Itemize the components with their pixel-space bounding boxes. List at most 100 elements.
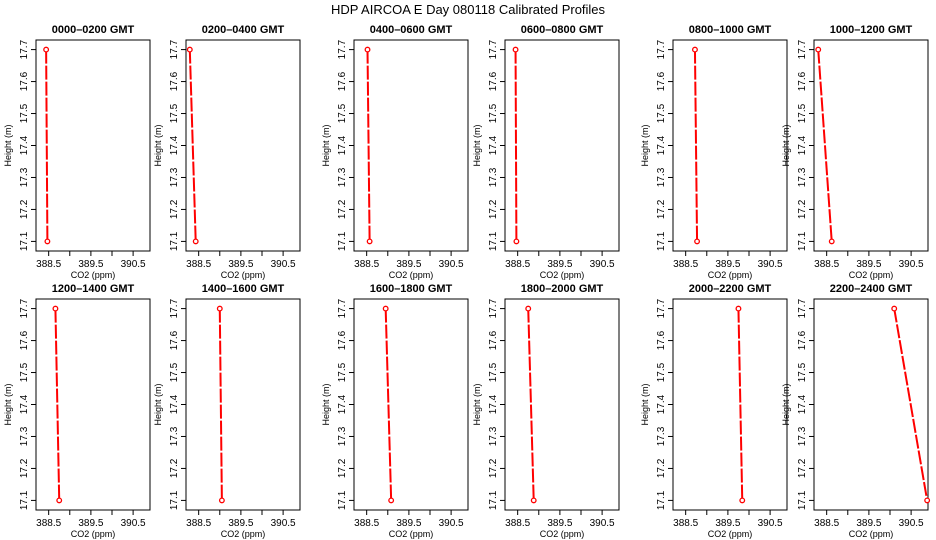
y-tick-label: 17.7	[488, 298, 499, 318]
profile-line	[45, 49, 49, 242]
y-tick-label: 17.6	[488, 71, 499, 91]
data-point	[364, 46, 371, 53]
y-tick-label: 17.6	[19, 71, 30, 91]
panel-title: 1200–1400 GMT	[52, 283, 135, 295]
x-tick-label: 388.5	[186, 518, 211, 529]
y-tick-label: 17.5	[797, 103, 808, 123]
y-axis-label: Height (m)	[640, 383, 650, 425]
y-tick-label: 17.1	[488, 490, 499, 510]
x-tick-label: 389.5	[547, 518, 572, 529]
data-point	[530, 497, 537, 504]
y-tick-label: 17.2	[488, 458, 499, 478]
y-axis-label: Height (m)	[153, 124, 163, 166]
y-tick-label: 17.5	[19, 362, 30, 382]
x-tick-label: 390.5	[439, 518, 464, 529]
y-tick-label: 17.2	[488, 199, 499, 219]
y-tick-label: 17.1	[797, 231, 808, 251]
panel-title: 2200–2400 GMT	[830, 283, 913, 295]
data-point	[828, 238, 835, 245]
x-tick-label: 388.5	[186, 259, 211, 270]
data-point	[388, 497, 395, 504]
panel-3: 0400–0600 GMT 388.5 389.5 390.5 17.1 17.2 17.3…	[321, 24, 469, 280]
x-tick-label: 389.5	[715, 259, 740, 270]
x-tick-label: 388.5	[505, 518, 530, 529]
y-tick-label: 17.2	[797, 199, 808, 219]
y-tick-label: 17.2	[19, 458, 30, 478]
y-tick-label: 17.6	[656, 71, 667, 91]
profile-line	[384, 308, 393, 501]
y-tick-label: 17.5	[337, 362, 348, 382]
x-tick-label: 390.5	[590, 518, 615, 529]
data-point	[692, 46, 698, 53]
x-tick-label: 388.5	[36, 259, 61, 270]
y-tick-label: 17.6	[19, 330, 30, 350]
y-tick-label: 17.7	[19, 298, 30, 318]
data-point	[924, 497, 931, 504]
x-axis-label: CO2 (ppm)	[849, 270, 894, 280]
y-tick-label: 17.3	[19, 167, 30, 187]
y-tick-label: 17.1	[337, 231, 348, 251]
y-tick-label: 17.7	[337, 39, 348, 59]
y-tick-label: 17.6	[488, 330, 499, 350]
y-tick-label: 17.3	[19, 426, 30, 446]
data-point	[382, 305, 389, 312]
panel-title: 0000–0200 GMT	[52, 24, 135, 36]
x-tick-label: 390.5	[758, 518, 783, 529]
y-tick-label: 17.1	[169, 231, 180, 251]
x-tick-label: 388.5	[814, 259, 839, 270]
x-tick-label: 390.5	[758, 259, 783, 270]
data-point	[44, 238, 51, 245]
y-tick-label: 17.2	[656, 199, 667, 219]
data-point	[218, 497, 225, 504]
x-tick-label: 390.5	[271, 259, 296, 270]
x-tick-label: 389.5	[856, 518, 881, 529]
plot-frame	[672, 298, 788, 511]
y-axis-label: Height (m)	[321, 124, 331, 166]
y-tick-label: 17.6	[169, 330, 180, 350]
y-tick-label: 17.2	[337, 458, 348, 478]
data-point	[192, 238, 199, 245]
x-axis-label: CO2 (ppm)	[708, 529, 753, 539]
y-tick-label: 17.3	[797, 167, 808, 187]
panel-title: 1600–1800 GMT	[370, 283, 453, 295]
y-tick-label: 17.4	[656, 135, 667, 155]
x-tick-label: 389.5	[547, 259, 572, 270]
x-tick-label: 389.5	[856, 259, 881, 270]
y-tick-label: 17.3	[656, 426, 667, 446]
y-tick-label: 17.6	[169, 71, 180, 91]
y-tick-label: 17.6	[337, 330, 348, 350]
y-tick-label: 17.5	[656, 362, 667, 382]
x-tick-label: 389.5	[78, 518, 103, 529]
y-tick-label: 17.2	[169, 458, 180, 478]
data-point	[891, 305, 898, 312]
x-tick-label: 390.5	[439, 259, 464, 270]
panel-9: 1600–1800 GMT 388.5 389.5 390.5 17.1 17.2 17.3…	[321, 283, 469, 539]
y-tick-label: 17.3	[169, 167, 180, 187]
figure-title: HDP AIRCOA E Day 080118 Calibrated Profi…	[331, 2, 606, 17]
x-axis-label: CO2 (ppm)	[71, 529, 116, 539]
panel-4: 0600–0800 GMT 388.5 389.5 390.5 17.1 17.2 17.3…	[472, 24, 620, 280]
plot-frame	[504, 298, 620, 511]
x-tick-label: 389.5	[228, 259, 253, 270]
y-tick-label: 17.4	[169, 135, 180, 155]
profile-line	[693, 49, 699, 242]
plot-frame	[353, 298, 469, 511]
y-tick-label: 17.6	[797, 71, 808, 91]
y-tick-label: 17.4	[656, 394, 667, 414]
y-tick-label: 17.3	[797, 426, 808, 446]
y-tick-label: 17.7	[797, 298, 808, 318]
y-tick-label: 17.5	[19, 103, 30, 123]
x-tick-label: 390.5	[121, 518, 146, 529]
y-axis-label: Height (m)	[781, 124, 791, 166]
x-tick-label: 388.5	[354, 259, 379, 270]
y-tick-label: 17.1	[488, 231, 499, 251]
y-axis-label: Height (m)	[3, 124, 13, 166]
y-tick-label: 17.7	[337, 298, 348, 318]
y-tick-label: 17.3	[337, 167, 348, 187]
panel-5: 0800–1000 GMT 388.5 389.5 390.5 17.1 17.2 17.3…	[640, 24, 788, 280]
y-tick-label: 17.4	[797, 394, 808, 414]
x-axis-label: CO2 (ppm)	[221, 270, 266, 280]
x-tick-label: 390.5	[121, 259, 146, 270]
panel-title: 1000–1200 GMT	[830, 24, 913, 36]
